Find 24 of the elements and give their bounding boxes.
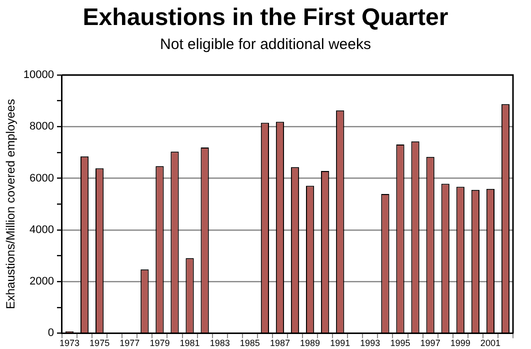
y-tick-label: 6000 xyxy=(30,172,54,184)
x-tick-label: 1989 xyxy=(300,338,320,348)
x-tick-label: 1975 xyxy=(90,338,110,348)
chart-subtitle: Not eligible for additional weeks xyxy=(159,36,372,53)
y-tick-label: 0 xyxy=(48,327,54,340)
x-tick-label: 1991 xyxy=(330,338,350,348)
x-tick-label: 2001 xyxy=(480,338,500,348)
y-tick-label: 10000 xyxy=(23,69,54,82)
x-tick-label: 1985 xyxy=(240,338,260,348)
chart-title: Exhaustions in the First Quarter xyxy=(82,4,450,32)
x-tick-label: 1981 xyxy=(180,338,200,348)
y-tick-label: 4000 xyxy=(30,224,54,236)
y-tick-label: 2000 xyxy=(30,276,54,288)
x-tick-label: 1999 xyxy=(450,338,470,348)
x-tick-label: 1993 xyxy=(360,338,380,348)
y-tick-label: 8000 xyxy=(30,120,54,133)
y-axis-title: Exhaustions/Million covered employees xyxy=(4,99,18,310)
x-tick-label: 1973 xyxy=(59,338,80,348)
x-tick-label: 1987 xyxy=(270,338,290,348)
x-tick-label: 1977 xyxy=(120,338,140,348)
x-tick-label: 1983 xyxy=(210,338,230,348)
x-tick-label: 1997 xyxy=(420,338,440,348)
x-tick-label: 1979 xyxy=(150,338,170,348)
x-tick-label: 1995 xyxy=(390,338,410,348)
